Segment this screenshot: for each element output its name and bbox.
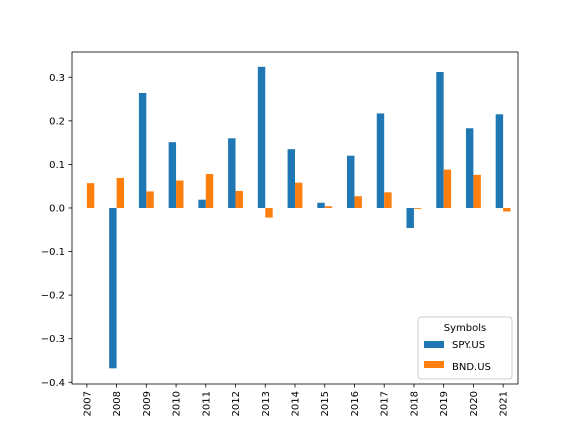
x-tick-label: 2009 (142, 391, 153, 416)
bar-bnd-us-2014 (295, 182, 303, 208)
x-axis: 2007 2008 2009 2010 2011 2012 2013 2014 2015 2016… (82, 384, 510, 416)
bars-layer (86, 66, 511, 369)
bar-spy-us-2011 (198, 199, 206, 208)
legend: Symbols SPY.US BND.US (417, 316, 513, 380)
bar-spy-us-2017 (376, 113, 385, 208)
y-tick-label: 0.1 (49, 160, 65, 171)
y-tick-label: −0.2 (41, 291, 65, 302)
bar-spy-us-2021 (495, 114, 504, 208)
bar-bnd-us-2012 (235, 190, 243, 208)
x-tick-label: 2008 (112, 391, 123, 416)
bar-bnd-us-2008 (116, 177, 125, 208)
bar-spy-us-2014 (287, 149, 295, 208)
bar-bnd-us-2019 (443, 169, 452, 208)
y-axis: −0.4 −0.3 −0.2 −0.1 0.0 0.1 0.2 0.3 (41, 73, 72, 389)
bar-spy-us-2015 (317, 202, 325, 208)
bar-bnd-us-2018 (413, 207, 422, 209)
x-tick-label: 2015 (320, 391, 331, 416)
y-tick-label: −0.3 (41, 334, 65, 345)
bar-spy-us-2013 (257, 66, 266, 208)
x-tick-label: 2016 (350, 391, 361, 416)
bar-bnd-us-2011 (205, 173, 214, 208)
bar-bnd-us-2017 (384, 192, 392, 208)
bar-bnd-us-2007 (86, 183, 95, 208)
legend-label-spy: SPY.US (452, 340, 485, 351)
x-tick-label: 2019 (439, 391, 450, 416)
bar-spy-us-2008 (109, 207, 117, 369)
legend-swatch-spy (424, 341, 444, 348)
bar-spy-us-2020 (465, 128, 474, 208)
legend-swatch-bnd (424, 361, 444, 368)
x-tick-label: 2013 (261, 391, 272, 416)
x-tick-label: 2012 (231, 391, 242, 416)
bar-bnd-us-2015 (324, 206, 333, 208)
x-tick-label: 2007 (82, 391, 93, 416)
y-tick-label: −0.1 (41, 247, 65, 258)
bar-spy-us-2019 (436, 72, 444, 208)
bar-bnd-us-2013 (265, 207, 273, 218)
x-tick-label: 2014 (291, 391, 302, 416)
x-tick-label: 2011 (201, 391, 212, 416)
x-tick-label: 2017 (380, 391, 391, 416)
bar-bnd-us-2010 (176, 180, 184, 208)
bar-bnd-us-2009 (146, 191, 154, 208)
y-tick-label: 0.0 (49, 203, 65, 214)
bar-spy-us-2012 (228, 138, 236, 208)
y-tick-label: 0.2 (49, 116, 65, 127)
bar-bnd-us-2020 (473, 174, 481, 208)
x-tick-label: 2010 (172, 391, 183, 416)
bar-spy-us-2009 (138, 92, 147, 208)
plot-frame (71, 51, 519, 385)
y-tick-label: 0.3 (49, 73, 65, 84)
bar-spy-us-2018 (406, 207, 414, 229)
bar-bnd-us-2021 (503, 207, 511, 212)
legend-label-bnd: BND.US (452, 362, 491, 373)
legend-title: Symbols (444, 323, 486, 334)
x-tick-label: 2018 (409, 391, 420, 416)
x-tick-label: 2020 (469, 391, 480, 416)
y-tick-label: −0.4 (41, 378, 65, 389)
bar-bnd-us-2016 (354, 196, 362, 208)
bar-spy-us-2010 (168, 142, 177, 208)
x-tick-label: 2021 (499, 391, 510, 416)
bar-spy-us-2016 (347, 155, 355, 208)
